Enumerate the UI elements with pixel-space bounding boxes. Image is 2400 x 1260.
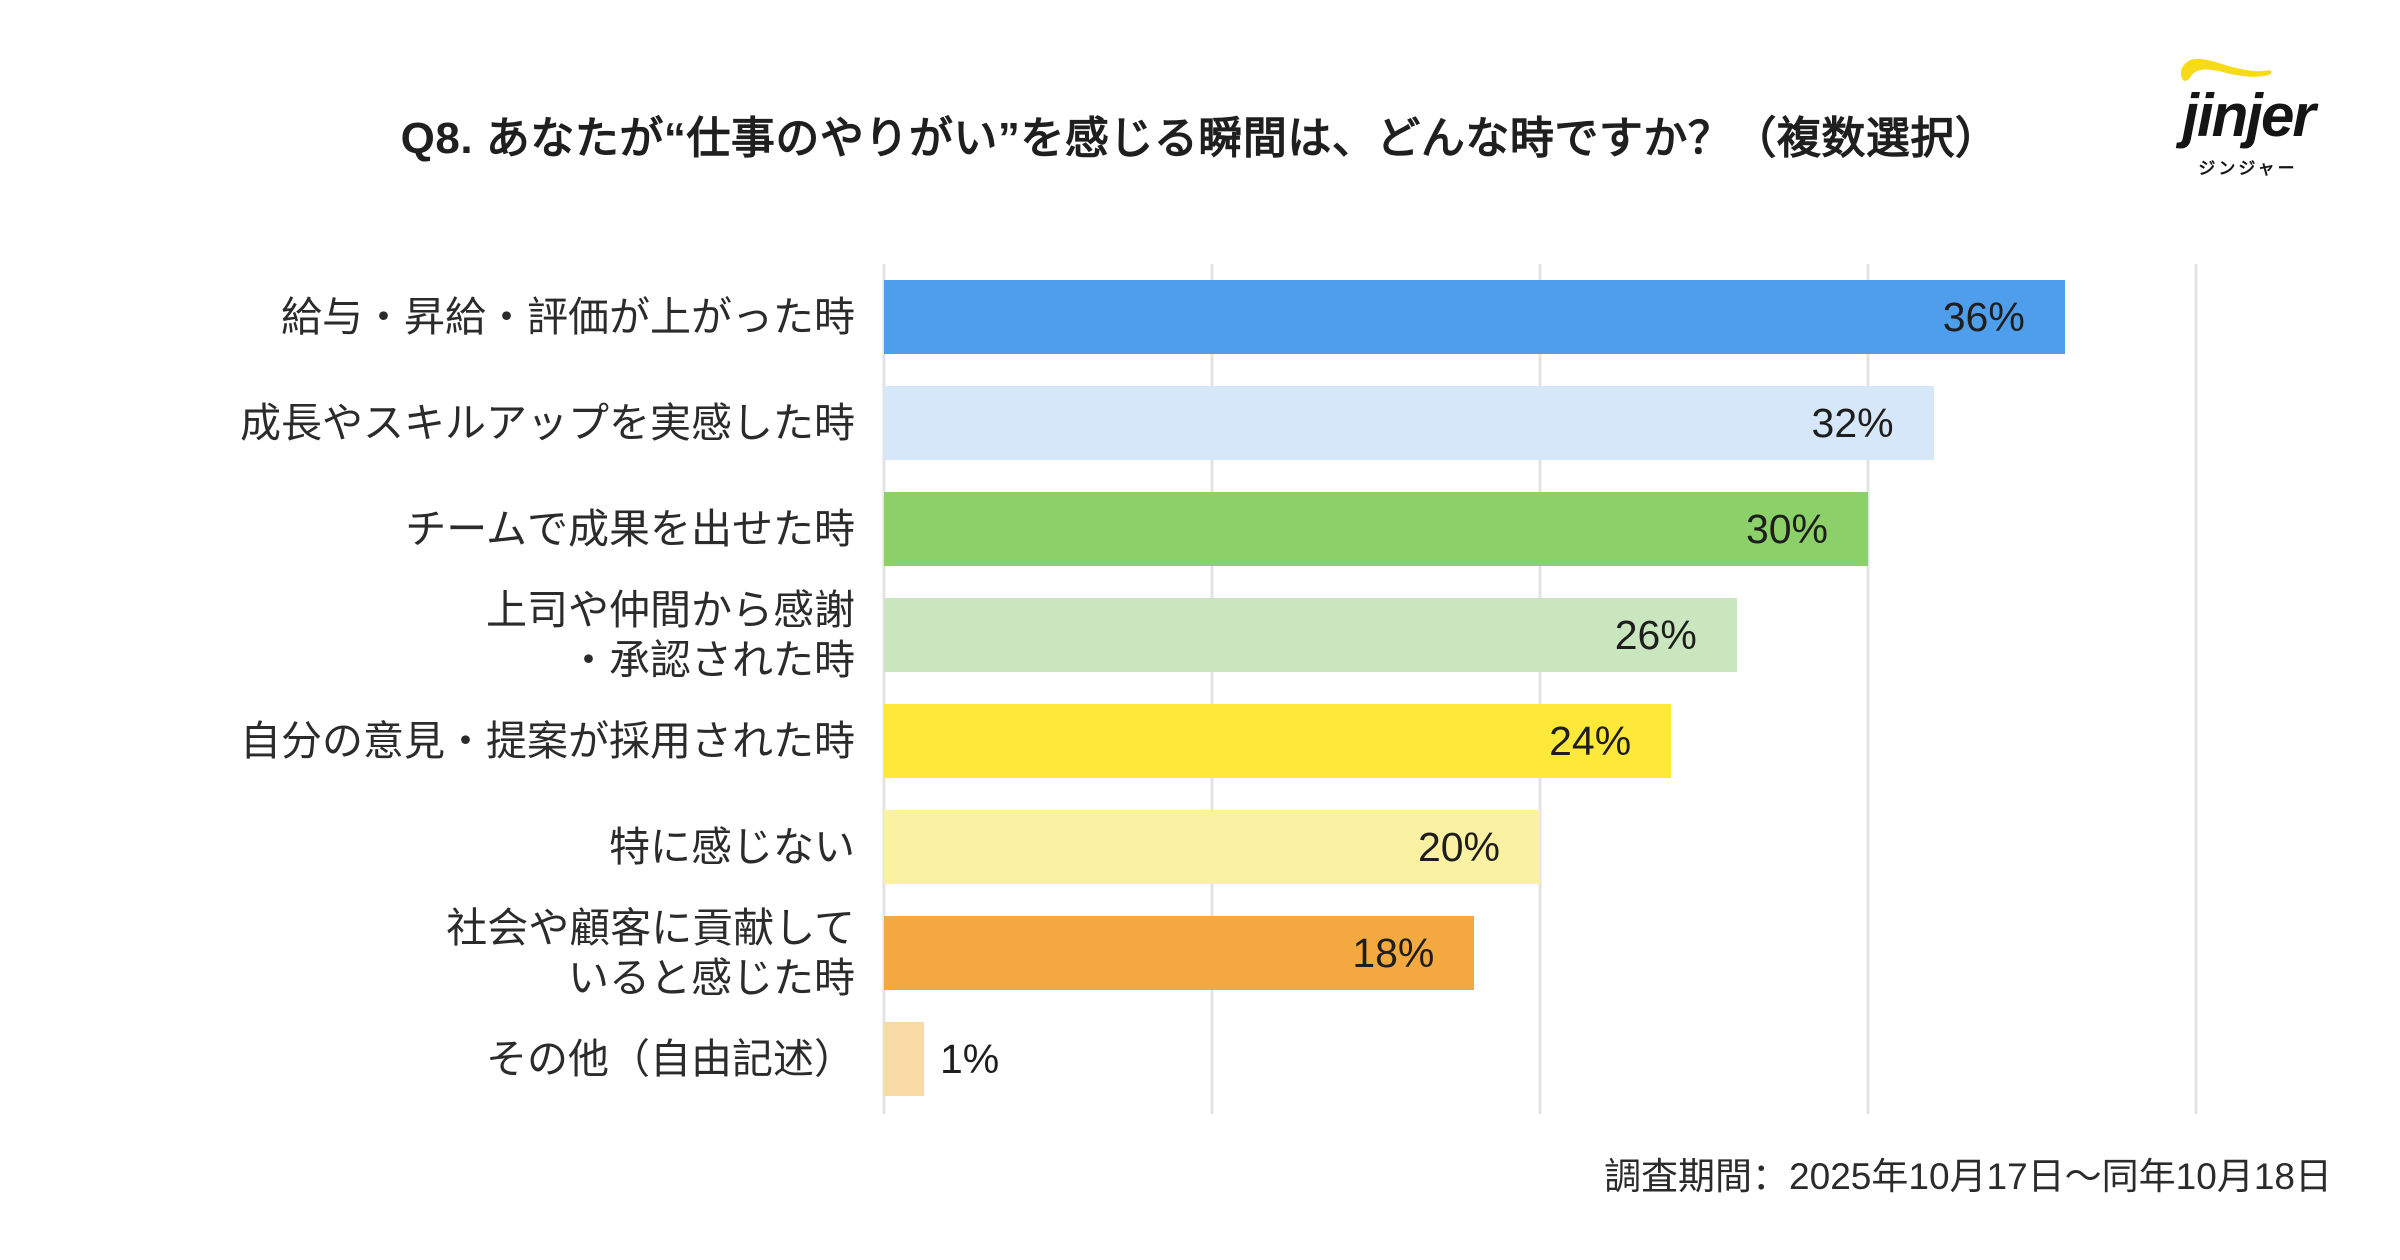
gridline-0pct (882, 264, 886, 1114)
chart-title: Q8. あなたが“仕事のやりがい”を感じる瞬間は、どんな時ですか？（複数選択） (400, 114, 2000, 163)
value-label: 30% (1745, 505, 1828, 552)
plot-area: 26% (884, 582, 2196, 688)
bar: 20% (884, 810, 1540, 884)
bar-row: 特に感じない 20% (0, 794, 2400, 900)
bar-row: その他（自由記述） 1% (0, 1006, 2400, 1112)
bar-row: 社会や顧客に貢献して いると感じた時 18% (0, 900, 2400, 1006)
category-label: 特に感じない (609, 823, 855, 870)
value-label: 36% (1942, 293, 2025, 340)
value-label: 32% (1811, 399, 1894, 446)
gridline-40pct (2194, 264, 2198, 1114)
logo-katakana-label: ジンジャー (2198, 159, 2298, 178)
bar-row: チームで成果を出せた時 30% (0, 476, 2400, 582)
plot-area: 18% (884, 900, 2196, 1006)
plot-area: 32% (884, 370, 2196, 476)
value-label: 18% (1352, 929, 1435, 976)
gridline-30pct (1866, 264, 1870, 1114)
category-label: チームで成果を出せた時 (405, 505, 855, 552)
gridline-20pct (1538, 264, 1542, 1114)
bar-row: 自分の意見・提案が採用された時 24% (0, 688, 2400, 794)
survey-period-note: 調査期間：2025年10月17日～同年10月18日 (1604, 1156, 2332, 1197)
category-label: 給与・昇給・評価が上がった時 (281, 293, 855, 340)
category-label: 上司や仲間から感謝 ・承認された時 (486, 586, 855, 683)
logo-swoosh-icon (2180, 58, 2272, 81)
plot-area: 30% (884, 476, 2196, 582)
plot-area: 36% (884, 264, 2196, 370)
gridlines (882, 264, 2198, 1114)
bar-row: 上司や仲間から感謝 ・承認された時 26% (0, 582, 2400, 688)
value-label: 20% (1417, 823, 1500, 870)
gridline-10pct (1210, 264, 1214, 1114)
bar: 24% (884, 704, 1672, 778)
horizontal-bar-chart: 給与・昇給・評価が上がった時 36% 成長やスキルアップを実感した時 32% チームで成… (0, 264, 2400, 1114)
value-label: 1% (940, 1035, 1000, 1082)
bar: 18% (884, 916, 1475, 990)
plot-area: 1% (884, 1006, 2196, 1112)
category-label: 成長やスキルアップを実感した時 (240, 399, 855, 446)
value-label: 24% (1549, 717, 1632, 764)
bar: 30% (884, 492, 1868, 566)
bar-rows: 給与・昇給・評価が上がった時 36% 成長やスキルアップを実感した時 32% チームで成… (0, 264, 2400, 1112)
logo-wordmark: jinjer (2182, 82, 2315, 149)
plot-area: 20% (884, 794, 2196, 900)
value-label: 26% (1614, 611, 1697, 658)
bar: 32% (884, 386, 1934, 460)
bar (884, 1022, 924, 1096)
category-label: 社会や顧客に貢献して いると感じた時 (446, 904, 855, 1001)
jinjer-logo: jinjer ジンジャー (2158, 52, 2338, 179)
bar-row: 給与・昇給・評価が上がった時 36% (0, 264, 2400, 370)
category-label: 自分の意見・提案が採用された時 (240, 717, 855, 764)
bar-row: 成長やスキルアップを実感した時 32% (0, 370, 2400, 476)
bar: 26% (884, 598, 1737, 672)
bar: 36% (884, 280, 2065, 354)
plot-area: 24% (884, 688, 2196, 794)
category-label: その他（自由記述） (486, 1035, 855, 1082)
